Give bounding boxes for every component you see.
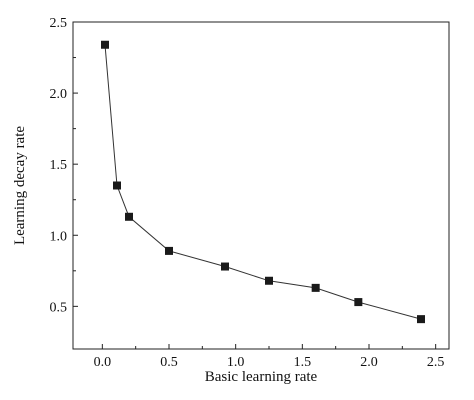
series-line <box>104 44 422 320</box>
data-point <box>165 246 173 255</box>
x-tick-label: 0.5 <box>160 355 178 370</box>
data-point <box>265 276 273 285</box>
y-axis-label: Learning decay rate <box>12 126 28 245</box>
x-tick-label: 1.5 <box>294 355 312 370</box>
data-point <box>101 40 109 49</box>
data-point <box>125 212 133 221</box>
x-tick-label: 1.0 <box>227 355 245 370</box>
x-tick-label: 2.5 <box>427 355 445 370</box>
y-tick-label: 1.0 <box>50 229 68 244</box>
series-markers <box>101 40 425 324</box>
y-tick-label: 2.0 <box>50 87 68 102</box>
x-axis-label: Basic learning rate <box>205 369 318 385</box>
y-axis-ticks: 0.5 1.0 1.5 2.0 2.5 <box>50 16 78 315</box>
data-point <box>221 262 229 271</box>
plot-frame <box>72 21 450 350</box>
y-tick-label: 2.5 <box>50 16 68 31</box>
data-point <box>113 181 121 190</box>
data-point <box>311 283 320 292</box>
data-point <box>354 298 363 307</box>
x-tick-label: 0.0 <box>94 355 112 370</box>
y-tick-label: 0.5 <box>50 300 68 315</box>
data-point <box>417 315 425 324</box>
x-axis-ticks: 0.0 0.5 1.0 1.5 2.0 2.5 <box>94 344 445 370</box>
y-tick-label: 1.5 <box>50 158 68 173</box>
x-tick-label: 2.0 <box>360 355 378 370</box>
